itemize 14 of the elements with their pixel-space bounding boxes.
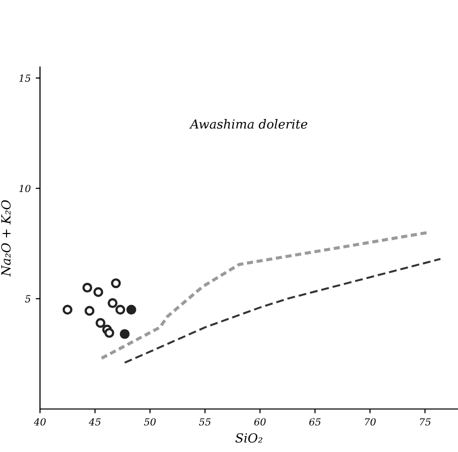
- text: Awashima dolerite: [189, 119, 308, 129]
- x-axis-title: SiO₂: [235, 433, 262, 443]
- y-tick-label: 10: [19, 184, 30, 192]
- x-tick-label: 45: [88, 418, 101, 426]
- x-tick-label: 50: [144, 418, 156, 426]
- x-tick-label: 55: [199, 418, 211, 426]
- x-tick-label: 40: [34, 418, 46, 426]
- x-tick-label: 60: [254, 418, 266, 426]
- y-tick-label: 5: [25, 295, 30, 303]
- x-tick-label: 65: [309, 418, 321, 426]
- y-tick-label: 15: [19, 74, 30, 82]
- x-tick-label: 70: [364, 418, 376, 426]
- x-tick-label: 75: [420, 418, 431, 426]
- y-axis-title: Na₂O + K₂O: [1, 200, 11, 277]
